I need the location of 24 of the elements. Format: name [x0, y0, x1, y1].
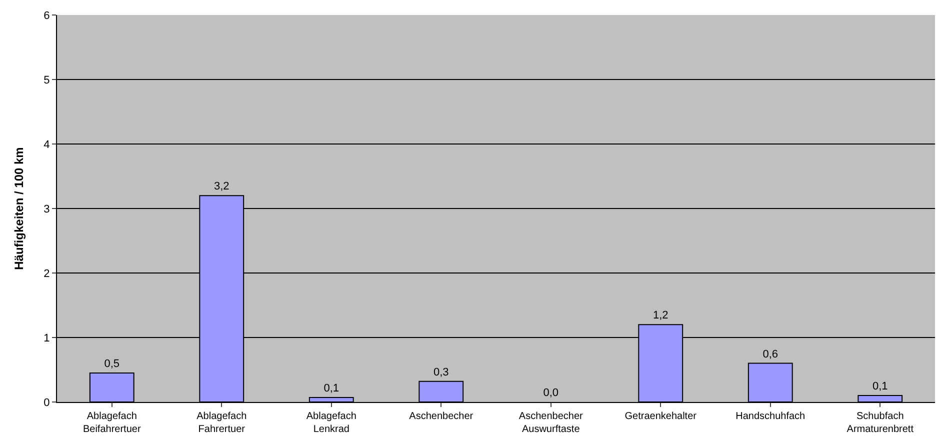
x-tick-label: Aschenbecher Auswurftaste: [518, 411, 584, 435]
x-tick-label: Schubfach Armaturenbrett: [846, 411, 914, 435]
x-tick-label: Aschenbecher: [409, 411, 474, 422]
data-label: 3,2: [214, 180, 230, 193]
y-tick-label: 2: [44, 268, 50, 280]
data-label: 0,1: [324, 382, 340, 394]
data-label: 1,2: [652, 310, 668, 322]
y-axis-title: Häufigkeiten / 100 km: [12, 147, 26, 270]
x-tick-label: Handschuhfach: [736, 411, 806, 422]
data-label: 0,3: [433, 366, 449, 378]
y-tick-label: 5: [44, 74, 50, 86]
data-label: 0,0: [543, 387, 559, 399]
x-tick-label: Ablagefach Fahrertuer: [196, 411, 247, 435]
x-tick-label: Ablagefach Lenkrad: [306, 411, 356, 435]
data-label: 0,6: [762, 348, 778, 360]
y-tick-label: 3: [44, 203, 50, 216]
data-label: 0,1: [872, 380, 888, 393]
x-tick-label: Ablagefach Beifahrertuer: [82, 411, 142, 435]
y-tick-label: 4: [44, 138, 50, 151]
y-tick-label: 6: [44, 10, 50, 22]
y-tick-label: 0: [44, 396, 50, 409]
y-tick-label: 1: [44, 332, 50, 344]
x-tick-label: Getraenkehalter: [624, 411, 698, 422]
data-label: 0,5: [104, 358, 120, 370]
